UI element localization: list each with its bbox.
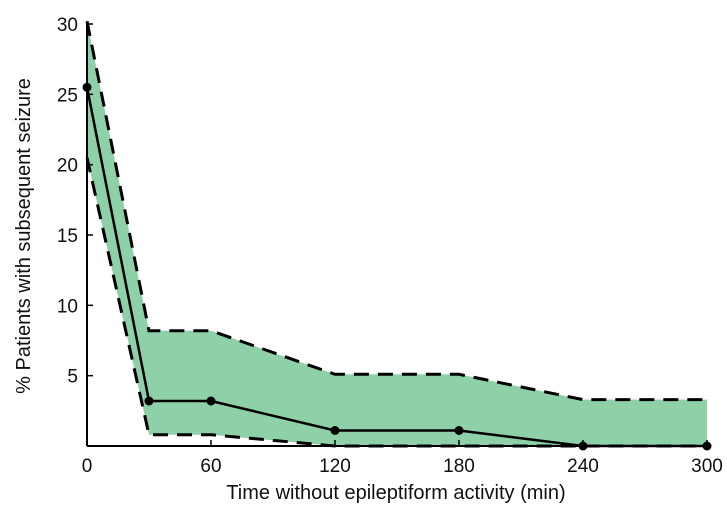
y-ticks: 5 10 15 20 25 30 (57, 15, 93, 388)
x-tick-label: 240 (567, 456, 599, 477)
data-point (454, 426, 464, 435)
x-tick-label: 60 (200, 456, 221, 477)
y-tick-label: 5 (67, 367, 78, 388)
y-tick-label: 30 (57, 15, 78, 36)
x-tick-label: 0 (82, 456, 93, 477)
y-axis-title: % Patients with subsequent seizure (13, 78, 35, 394)
x-axis-title: Time without epileptiform activity (min) (226, 482, 565, 504)
y-tick-label: 20 (57, 156, 78, 177)
confidence-band-layer (87, 21, 707, 446)
x-tick-label: 180 (443, 456, 475, 477)
x-ticks: 0 60 120 180 240 300 (82, 440, 723, 477)
y-tick-label: 15 (57, 226, 78, 247)
x-tick-label: 120 (319, 456, 351, 477)
upper-bound-line (85, 20, 707, 402)
y-tick-label: 25 (57, 85, 78, 106)
data-point (330, 426, 340, 435)
x-tick-label: 300 (691, 456, 723, 477)
confidence-band (87, 21, 707, 446)
data-point (206, 396, 216, 406)
y-tick-label: 10 (57, 296, 78, 317)
data-point (144, 396, 154, 406)
